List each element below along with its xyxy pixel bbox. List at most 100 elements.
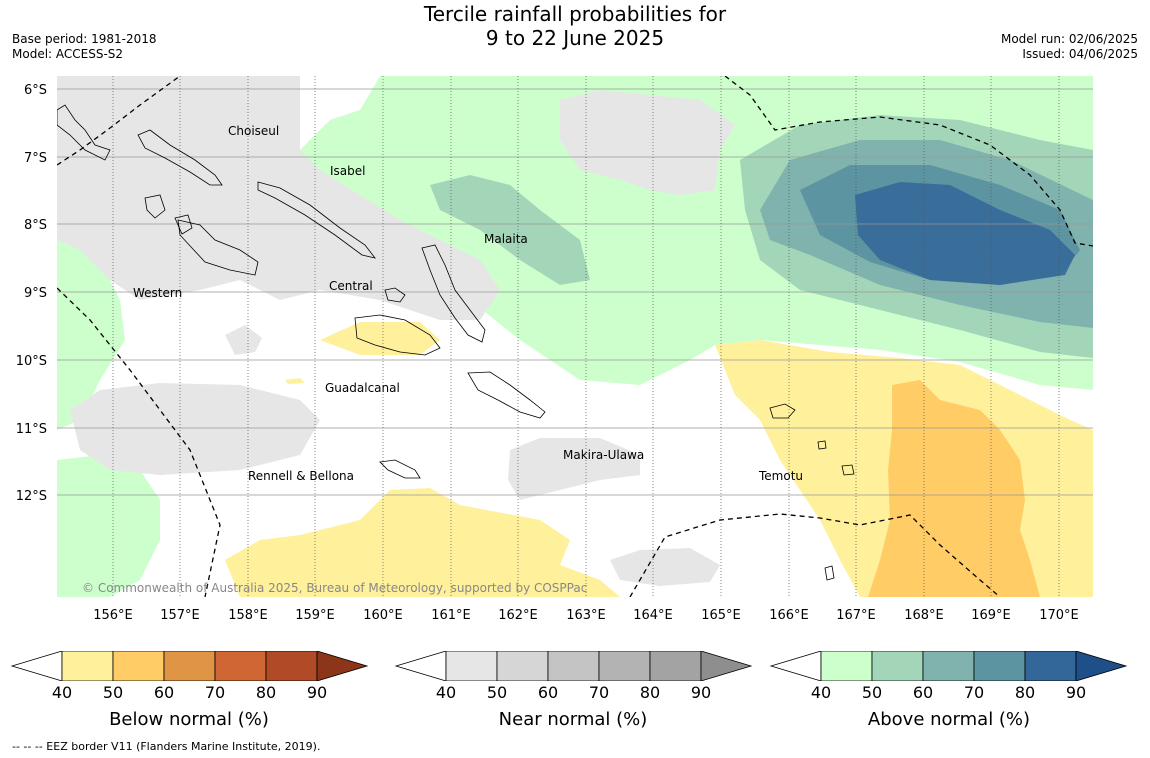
- lon-label: 162°E: [498, 608, 538, 623]
- label-malaita: Malaita: [484, 232, 528, 246]
- lon-label: 163°E: [566, 608, 606, 623]
- above-normal-tick-label: 50: [861, 683, 883, 702]
- lon-label: 164°E: [633, 608, 673, 623]
- makira-island: [467, 371, 546, 419]
- coastlines: [57, 104, 855, 581]
- label-makira: Makira-Ulawa: [563, 448, 644, 462]
- above-normal-80-region: [855, 182, 1075, 285]
- below-normal-40-region: [285, 378, 305, 384]
- above-normal-40-region: [57, 455, 160, 597]
- below-normal-tick-label: 60: [153, 683, 175, 702]
- below-normal-over-triangle: [316, 651, 369, 681]
- lon-label: 159°E: [295, 608, 335, 623]
- new-georgia-island: [177, 219, 259, 276]
- below-normal-tick-label: 40: [51, 683, 73, 702]
- below-normal-under-triangle: [10, 651, 63, 681]
- latitude-labels: 6°S 7°S 8°S 9°S 10°S 11°S 12°S: [16, 83, 47, 504]
- isabel-island: [257, 181, 376, 259]
- eez-footnote: -- -- -- EEZ border V11 (Flanders Marine…: [12, 740, 321, 753]
- bougainville-coast: [57, 104, 111, 161]
- base-period: Base period: 1981-2018: [12, 32, 157, 46]
- title-line-1: Tercile rainfall probabilities for: [423, 2, 727, 26]
- lat-label: 12°S: [16, 489, 47, 504]
- florida-islands: [384, 287, 406, 303]
- near-normal-40-region: [70, 383, 320, 475]
- near-normal-tick-label: 90: [690, 683, 712, 702]
- above-normal-40-region: [57, 230, 125, 430]
- below-normal-40-region: [320, 322, 440, 355]
- below-normal-50-region: [868, 380, 1040, 597]
- lon-label: 167°E: [836, 608, 876, 623]
- lon-label: 170°E: [1039, 608, 1079, 623]
- above-normal-tick-label: 40: [810, 683, 832, 702]
- small-islands-north: [824, 565, 835, 581]
- label-choiseul: Choiseul: [228, 124, 279, 138]
- above-normal-under-triangle: [769, 651, 822, 681]
- longitude-labels: 156°E 157°E 158°E 159°E 160°E 161°E 162°…: [93, 608, 1079, 623]
- lon-label: 168°E: [904, 608, 944, 623]
- near-normal-tick-label: 70: [588, 683, 610, 702]
- near-normal-over-triangle: [700, 651, 753, 681]
- near-normal-tick-label: 80: [639, 683, 661, 702]
- title-line-2: 9 to 22 June 2025: [485, 26, 665, 50]
- below-normal-swatch: [265, 651, 318, 681]
- kolombangara-island: [174, 214, 193, 235]
- meta-right: Model run: 02/06/2025 Issued: 04/06/2025: [1001, 32, 1138, 62]
- near-normal-40-region: [57, 76, 500, 320]
- near-normal-40-region: [560, 90, 735, 195]
- lon-label: 169°E: [971, 608, 1011, 623]
- rennell-island: [379, 459, 421, 479]
- santa-cruz-island: [769, 403, 796, 419]
- guadalcanal-island: [354, 314, 441, 356]
- below-normal-tick-label: 90: [306, 683, 328, 702]
- below-normal-tick-label: 70: [204, 683, 226, 702]
- below-normal-swatch: [214, 651, 267, 681]
- near-normal-swatch: [547, 651, 600, 681]
- above-normal-swatch: [871, 651, 924, 681]
- below-normal-swatch: [112, 651, 165, 681]
- lon-label: 166°E: [769, 608, 809, 623]
- above-normal-swatch: [922, 651, 975, 681]
- copyright-notice: © Commonwealth of Australia 2025, Bureau…: [82, 581, 587, 595]
- region-labels: Choiseul Isabel Malaita Western Central …: [133, 124, 803, 483]
- choiseul-island: [137, 129, 223, 186]
- lat-label: 9°S: [24, 286, 47, 301]
- lon-label: 157°E: [160, 608, 200, 623]
- lon-label: 156°E: [93, 608, 133, 623]
- lon-label: 165°E: [701, 608, 741, 623]
- malaita-island: [421, 244, 486, 343]
- above-normal-50-region: [430, 175, 590, 285]
- near-normal-40-region: [610, 548, 720, 586]
- below-normal-swatch: [61, 651, 114, 681]
- near-normal-under-triangle: [394, 651, 447, 681]
- vanikoro-island: [841, 464, 855, 476]
- near-normal-swatch: [445, 651, 498, 681]
- near-normal-tick-label: 40: [435, 683, 457, 702]
- lon-label: 160°E: [363, 608, 403, 623]
- model-run: Model run: 02/06/2025: [1000, 32, 1138, 46]
- lat-label: 8°S: [24, 218, 47, 233]
- above-normal-tick-label: 80: [1014, 683, 1036, 702]
- map-fields: [57, 76, 1093, 597]
- vella-lavella-island: [144, 194, 166, 219]
- lat-label: 6°S: [24, 83, 47, 98]
- below-normal-tick-label: 50: [102, 683, 124, 702]
- eez-borders: [57, 76, 1093, 597]
- label-rennell: Rennell & Bellona: [248, 469, 354, 483]
- above-normal-over-triangle: [1075, 651, 1128, 681]
- above-normal-tick-label: 60: [912, 683, 934, 702]
- rainfall-map: Choiseul Isabel Malaita Western Central …: [16, 76, 1093, 623]
- above-normal-swatch: [1024, 651, 1077, 681]
- near-normal-label: Near normal (%): [498, 709, 648, 730]
- near-normal-swatch: [649, 651, 702, 681]
- label-isabel: Isabel: [330, 164, 365, 178]
- label-guadalcanal: Guadalcanal: [325, 381, 400, 395]
- lon-label: 158°E: [228, 608, 268, 623]
- near-normal-tick-label: 50: [486, 683, 508, 702]
- below-normal-swatch: [163, 651, 216, 681]
- lat-label: 10°S: [16, 354, 47, 369]
- above-normal-swatch: [973, 651, 1026, 681]
- near-normal-swatch: [598, 651, 651, 681]
- lat-label: 7°S: [24, 151, 47, 166]
- near-normal-40-region: [225, 325, 262, 355]
